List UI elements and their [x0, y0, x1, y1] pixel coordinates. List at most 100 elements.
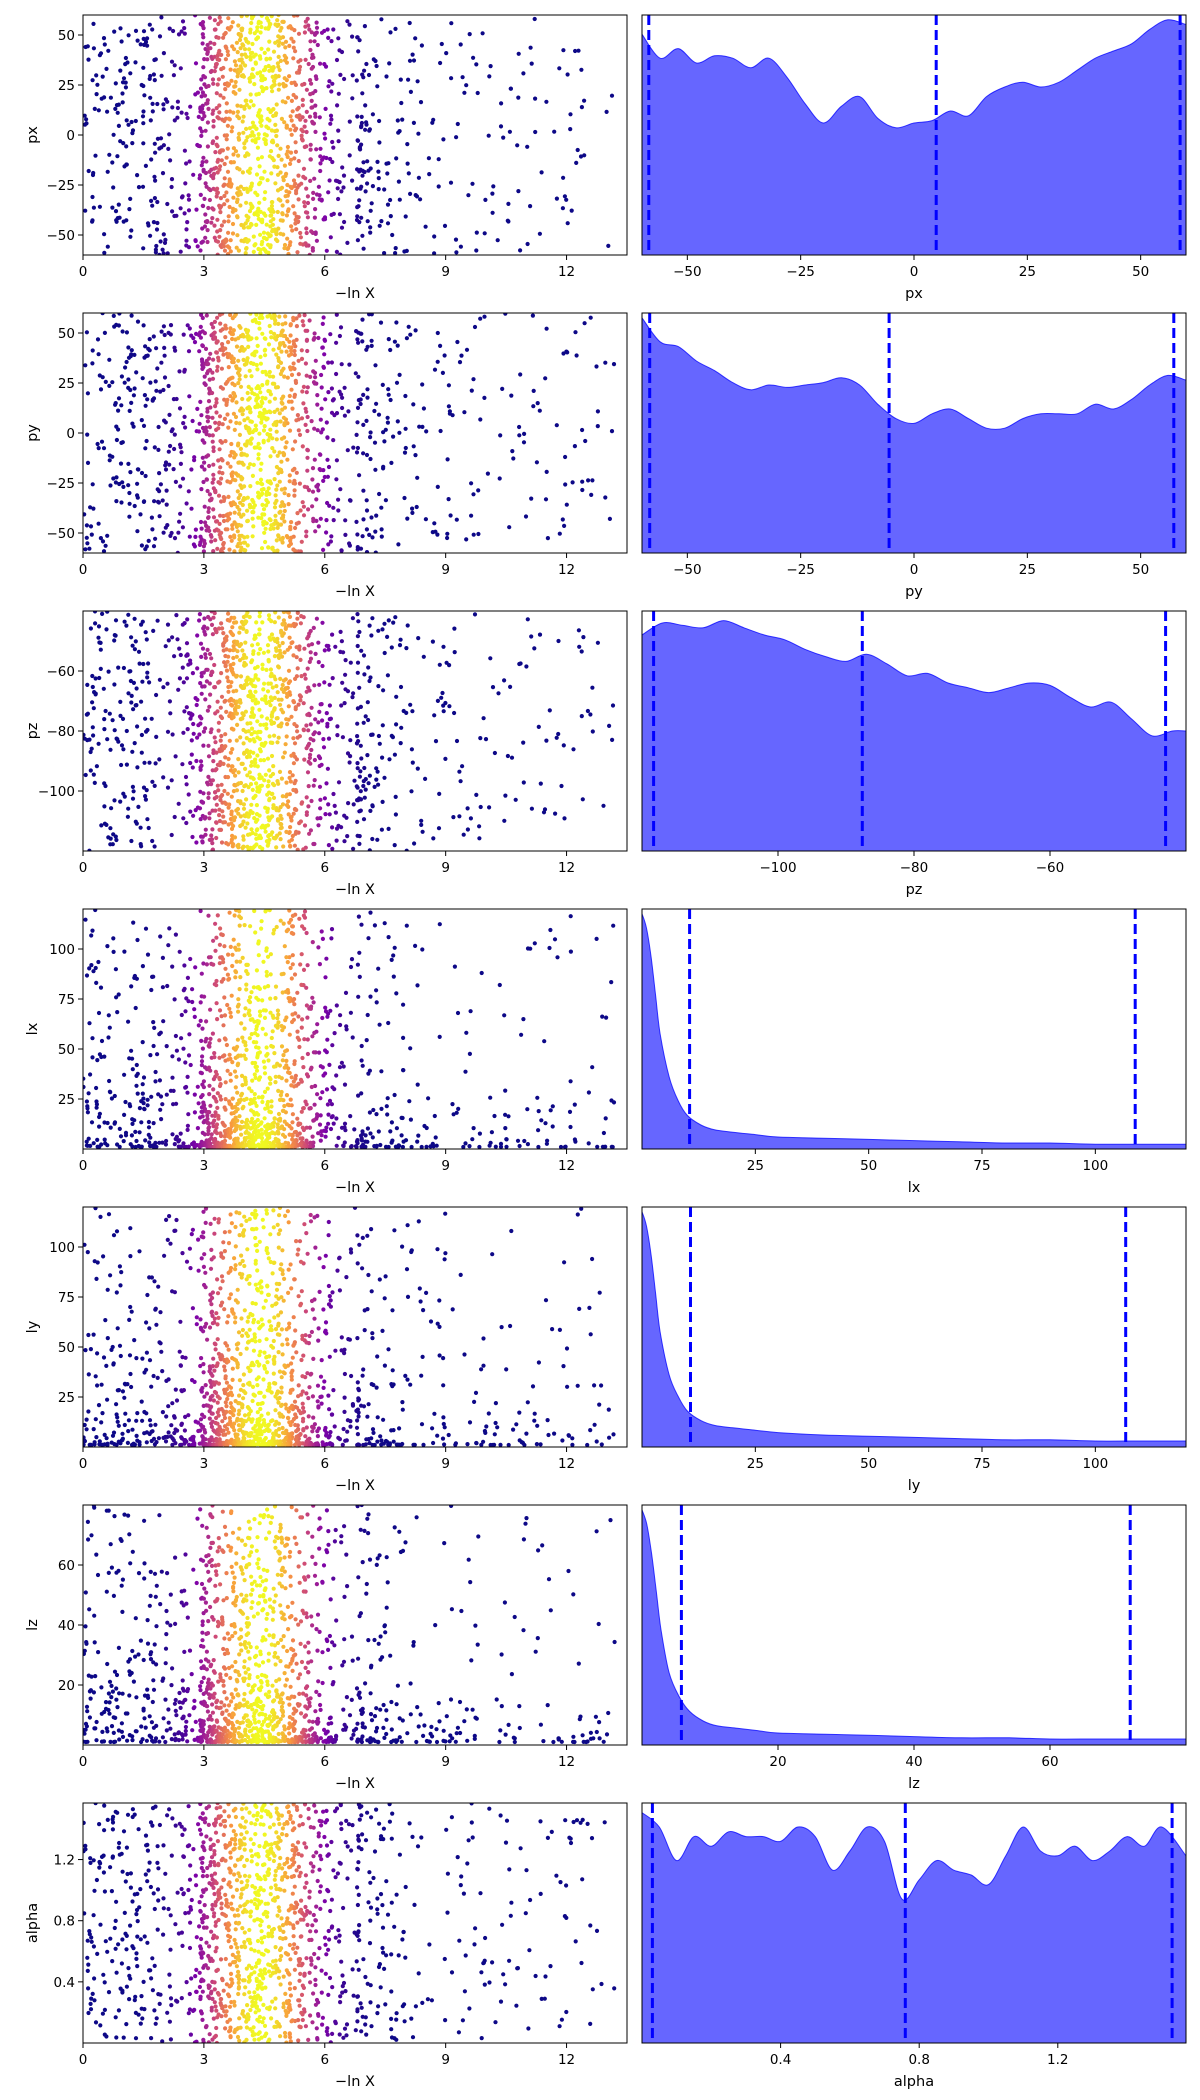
- trace-py-point: [472, 324, 478, 330]
- trace-pz-point: [271, 764, 276, 769]
- trace-py-point: [149, 515, 154, 520]
- trace-pz-point: [203, 655, 208, 660]
- trace-py-point: [150, 527, 155, 532]
- trace-px-point: [268, 219, 273, 224]
- trace-py-point: [262, 530, 267, 535]
- trace-px-point: [304, 87, 309, 92]
- trace-px-point: [170, 105, 175, 110]
- trace-px-point: [218, 228, 223, 233]
- trace-px-point: [220, 74, 225, 79]
- trace-px-point: [516, 95, 521, 100]
- trace-lx-point: [318, 1113, 323, 1118]
- trace-lx-point: [160, 985, 165, 990]
- trace-pz-point: [235, 649, 240, 654]
- trace-px-point: [230, 231, 236, 236]
- trace-lx-point: [572, 1102, 577, 1107]
- trace-px-point: [286, 95, 291, 100]
- trace-px-point: [397, 197, 402, 202]
- trace-px-point: [195, 244, 200, 249]
- trace-py-point: [264, 498, 269, 503]
- trace-pz-point: [228, 684, 233, 689]
- trace-py-point: [582, 321, 587, 326]
- trace-py-point: [100, 539, 106, 544]
- trace-pz-point: [298, 698, 303, 703]
- trace-py-point: [180, 476, 186, 481]
- trace-pz-point: [376, 782, 381, 787]
- trace-pz-point: [277, 648, 282, 653]
- trace-px-point: [211, 176, 216, 181]
- trace-py-point: [478, 316, 483, 321]
- trace-py-point: [517, 424, 522, 430]
- trace-py-point: [172, 432, 177, 437]
- trace-py-point: [410, 506, 415, 511]
- trace-px-point: [201, 26, 206, 31]
- trace-px-point: [150, 203, 155, 208]
- trace-pz-point: [267, 768, 272, 773]
- trace-py-xtick-label: 9: [441, 562, 450, 578]
- trace-pz-point: [217, 813, 222, 818]
- trace-py-point: [207, 528, 212, 534]
- trace-lx-point: [134, 1138, 139, 1144]
- trace-pz-point: [279, 697, 284, 702]
- trace-lx-point: [107, 1025, 112, 1030]
- trace-lx-point: [186, 1112, 191, 1117]
- trace-px-point: [394, 156, 399, 161]
- trace-pz-point: [108, 826, 113, 831]
- trace-px-point: [133, 60, 138, 65]
- trace-px-point: [227, 109, 233, 114]
- trace-py-point: [301, 384, 306, 389]
- trace-lx-point: [137, 1130, 142, 1135]
- trace-pz-point: [354, 741, 360, 746]
- trace-px-point: [310, 52, 315, 57]
- trace-px-point: [247, 105, 252, 110]
- trace-pz-point: [220, 626, 225, 631]
- trace-lx-point: [325, 1102, 330, 1107]
- trace-pz-point: [221, 761, 226, 767]
- trace-pz-point: [232, 615, 237, 621]
- trace-px-point: [490, 210, 495, 215]
- trace-py-point: [563, 454, 568, 460]
- trace-px-point: [206, 83, 211, 89]
- posterior-py-density-area: [642, 316, 1186, 553]
- trace-py-point: [260, 369, 265, 375]
- trace-px-point: [302, 200, 307, 205]
- trace-py-point: [249, 436, 254, 441]
- trace-pz-point: [287, 839, 292, 844]
- trace-px-point: [239, 57, 244, 62]
- trace-pz-point: [92, 611, 98, 614]
- trace-px-point: [269, 139, 275, 144]
- trace-px-point: [198, 86, 204, 91]
- trace-py-point: [181, 332, 186, 337]
- trace-lx-point: [199, 1063, 204, 1068]
- trace-px-point: [141, 29, 147, 34]
- trace-px-point: [299, 133, 304, 138]
- trace-py-point: [196, 429, 202, 434]
- trace-pz-point: [118, 713, 123, 719]
- trace-px-point: [227, 245, 232, 250]
- trace-px-point: [329, 212, 334, 217]
- trace-py-point: [361, 451, 366, 456]
- trace-px-point: [293, 221, 298, 226]
- trace-px-point: [336, 128, 341, 133]
- trace-py-point: [537, 408, 542, 413]
- trace-py-point: [206, 525, 211, 530]
- trace-py-point: [360, 317, 365, 322]
- trace-py-point: [296, 358, 301, 363]
- trace-pz-point: [241, 844, 246, 849]
- trace-py-point: [289, 348, 294, 353]
- trace-lx-point: [212, 1055, 217, 1060]
- trace-py-point: [471, 532, 476, 537]
- trace-py-point: [311, 369, 316, 374]
- trace-pz-point: [441, 709, 446, 714]
- trace-px-point: [247, 170, 252, 175]
- trace-lx-point: [611, 923, 616, 928]
- trace-py-point: [232, 549, 237, 553]
- trace-px-point: [102, 232, 107, 237]
- trace-py-point: [246, 465, 251, 470]
- trace-px-point: [244, 200, 249, 205]
- trace-py-point: [586, 478, 591, 483]
- trace-pz-point: [116, 739, 121, 744]
- trace-pz-point: [303, 676, 308, 681]
- trace-py-point: [355, 337, 360, 342]
- posterior-px-xtick-label: −25: [786, 264, 815, 280]
